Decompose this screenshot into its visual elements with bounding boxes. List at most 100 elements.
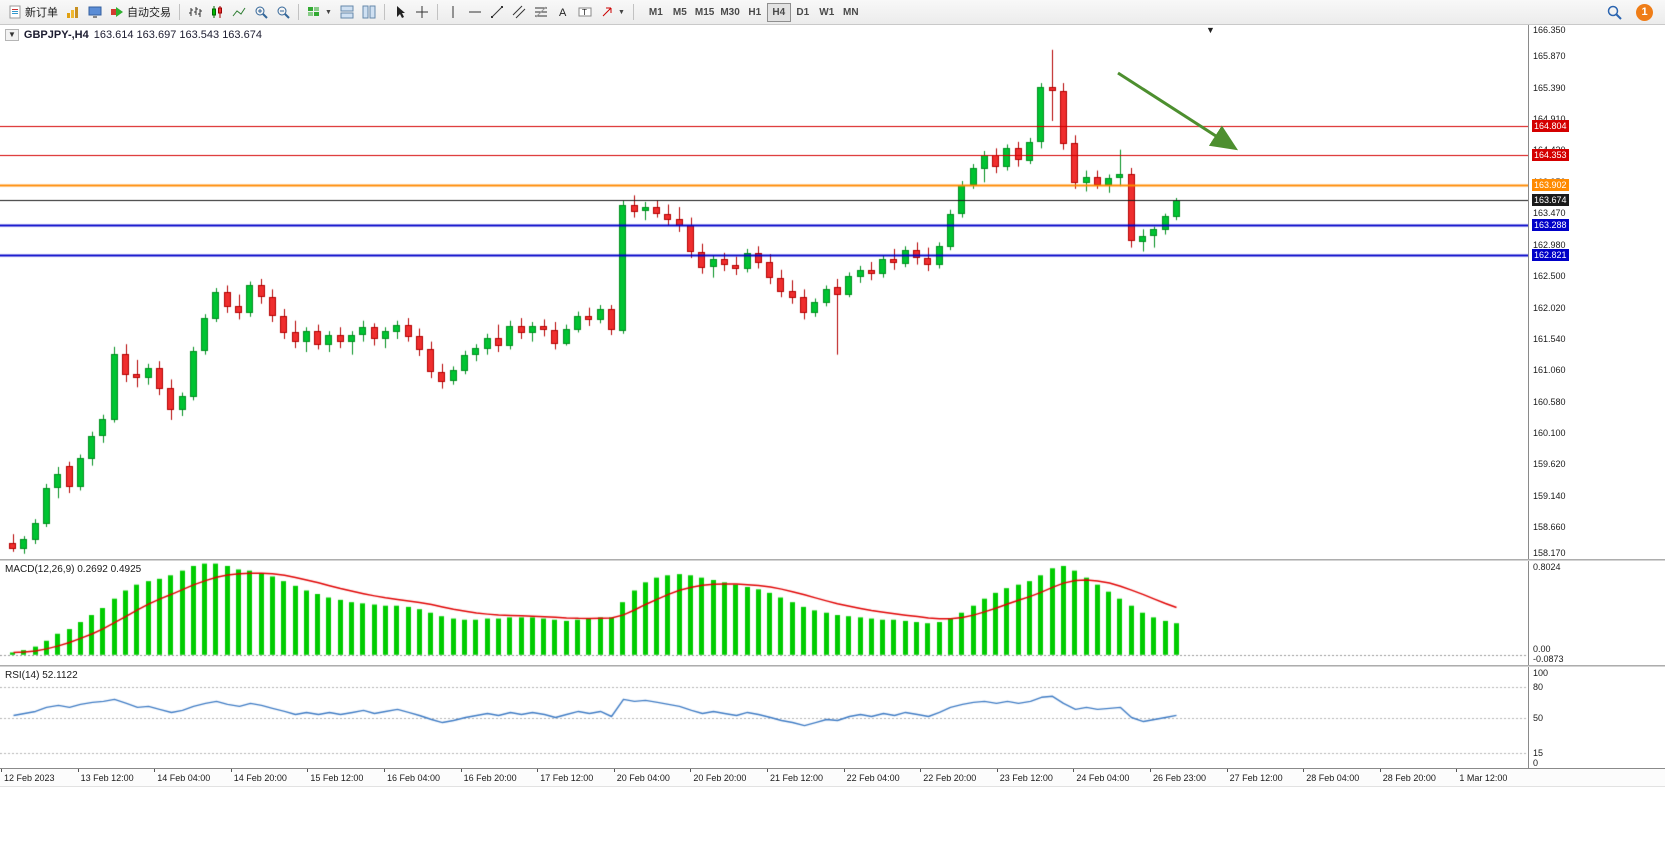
chart-title: ▼ GBPJPY-,H4 163.614 163.697 163.543 163… [5, 29, 262, 41]
time-axis-tick [537, 769, 539, 772]
time-axis-label: 14 Feb 20:00 [233, 773, 287, 783]
zoom-out-icon [277, 6, 290, 19]
timeframe-button-m1[interactable]: M1 [644, 3, 668, 22]
auto-trading-label: 自动交易 [127, 7, 171, 19]
price-scale[interactable]: 166.350165.870165.390164.910164.430163.9… [1528, 25, 1665, 559]
time-axis-tick [690, 769, 692, 772]
timeframe-button-m15[interactable]: M15 [692, 3, 717, 22]
toolbar-separator [436, 4, 438, 20]
text-tool-button[interactable]: A [552, 2, 574, 22]
time-axis-tick [920, 769, 922, 772]
time-axis-label: 14 Feb 04:00 [157, 773, 211, 783]
price-level-tag: 164.353 [1532, 149, 1569, 162]
panel-resize-divider[interactable] [0, 559, 1665, 561]
candlestick-chart-type-button[interactable] [206, 2, 228, 22]
text-label-icon: T [578, 7, 592, 17]
rsi-axis-label: 100 [1533, 668, 1549, 678]
line-chart-icon [232, 7, 246, 17]
macd-canvas[interactable] [0, 561, 1528, 665]
trendline-tool-button[interactable] [486, 2, 508, 22]
rsi-canvas[interactable] [0, 667, 1528, 768]
zoom-out-button[interactable] [272, 2, 294, 22]
macd-axis-label: 0.00 [1533, 644, 1551, 654]
trendline-icon [490, 6, 503, 18]
timeframe-button-d1[interactable]: D1 [791, 3, 815, 22]
zoom-in-button[interactable] [250, 2, 272, 22]
macd-label: MACD(12,26,9) 0.2692 0.4925 [5, 564, 141, 575]
price-level-tag: 163.674 [1532, 193, 1569, 206]
crosshair-button[interactable] [411, 2, 433, 22]
vertical-line-tool-button[interactable] [442, 2, 464, 22]
price-chart-canvas[interactable] [0, 25, 1528, 559]
price-level-tag: 162.821 [1532, 249, 1569, 262]
channel-icon [512, 5, 526, 19]
cursor-arrow-icon [396, 6, 405, 18]
time-axis-label: 1 Mar 12:00 [1459, 773, 1508, 783]
timeframe-button-mn[interactable]: MN [839, 3, 863, 22]
time-axis-tick [843, 769, 845, 772]
time-axis-label: 28 Feb 20:00 [1382, 773, 1436, 783]
timeframe-button-m5[interactable]: M5 [668, 3, 692, 22]
time-axis-label: 20 Feb 20:00 [693, 773, 747, 783]
toolbar-separator [179, 4, 180, 20]
time-axis-tick [1226, 769, 1228, 772]
toolbar-separator [632, 4, 634, 20]
time-axis-label: 12 Feb 2023 [4, 773, 55, 783]
chart-shift-marker[interactable]: ▼ [1206, 25, 1215, 35]
svg-text:A: A [559, 7, 567, 19]
macd-scale[interactable]: 0.8024 0.00 -0.0873 [1528, 561, 1665, 665]
timeframe-button-h4[interactable]: H4 [766, 2, 791, 22]
new-order-icon [9, 5, 21, 19]
chevron-down-icon: ▼ [617, 8, 625, 16]
time-axis[interactable]: 12 Feb 2023 13 Feb 12:00 14 Feb 04:00 14 Fe… [0, 768, 1665, 786]
monitor-icon [88, 6, 102, 18]
chart-area: 166.350165.870165.390164.910164.430163.9… [0, 25, 1665, 768]
time-axis-label: 16 Feb 04:00 [387, 773, 441, 783]
price-axis-label: 160.100 [1533, 428, 1566, 438]
new-order-label: 新订单 [25, 7, 58, 19]
time-axis-tick [384, 769, 385, 772]
channel-tool-button[interactable] [508, 2, 530, 22]
new-order-button[interactable]: 新订单 [4, 2, 62, 22]
horizontal-line-tool-button[interactable] [464, 2, 486, 22]
panel-resize-divider[interactable] [0, 665, 1665, 667]
time-axis-label: 27 Feb 12:00 [1229, 773, 1283, 783]
market-watch-button[interactable] [84, 2, 106, 22]
tile-windows-horizontal-button[interactable] [336, 2, 358, 22]
search-icon-button[interactable] [1603, 2, 1626, 22]
auto-trading-button[interactable]: 自动交易 [106, 2, 175, 22]
cursor-button[interactable] [389, 2, 411, 22]
chart-dropdown-icon[interactable]: ▼ [5, 29, 19, 41]
bar-chart-type-button[interactable] [184, 2, 206, 22]
price-axis-label: 163.470 [1533, 208, 1566, 218]
notification-badge[interactable]: 1 [1636, 3, 1653, 21]
new-chart-button[interactable]: ▼ [303, 2, 336, 22]
time-axis-label: 24 Feb 04:00 [1076, 773, 1130, 783]
arrows-tool-button[interactable]: ▼ [596, 2, 629, 22]
grid-windows-icon [308, 7, 319, 16]
bottom-area [0, 786, 1665, 841]
timeframe-button-h1[interactable]: H1 [743, 3, 767, 22]
macd-signal-value: 0.4925 [110, 564, 142, 575]
line-chart-type-button[interactable] [228, 2, 250, 22]
candlestick-icon [212, 6, 222, 18]
timeframe-button-m30[interactable]: M30 [717, 3, 742, 22]
crosshair-icon [415, 6, 428, 18]
fibonacci-tool-button[interactable] [530, 2, 552, 22]
price-axis-label: 162.980 [1533, 239, 1566, 250]
chart-symbol: GBPJPY-,H4 [23, 29, 89, 41]
label-tool-button[interactable]: T [574, 2, 596, 22]
price-axis-label: 161.060 [1533, 365, 1566, 376]
timeframe-button-w1[interactable]: W1 [815, 3, 839, 22]
price-level-tag: 163.902 [1532, 178, 1569, 191]
toolbar-separator [383, 4, 385, 20]
time-axis-label: 22 Feb 04:00 [846, 773, 900, 783]
time-axis-tick [767, 769, 768, 772]
time-axis-label: 28 Feb 04:00 [1306, 773, 1360, 783]
time-axis-tick [613, 769, 615, 772]
tile-windows-vertical-button[interactable] [358, 2, 380, 22]
macd-axis-label: -0.0873 [1533, 654, 1564, 664]
gold-bars-button[interactable] [62, 2, 84, 22]
rsi-scale[interactable]: 100 80 50 15 0 [1528, 667, 1665, 768]
